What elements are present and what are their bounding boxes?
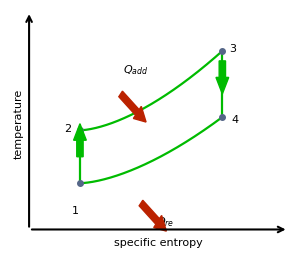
Text: 3: 3 — [229, 44, 236, 54]
FancyArrow shape — [139, 200, 167, 231]
Text: 1: 1 — [71, 206, 78, 216]
Text: specific entropy: specific entropy — [114, 238, 203, 248]
Text: $Q_{add}$: $Q_{add}$ — [123, 64, 148, 77]
Text: 4: 4 — [232, 115, 238, 125]
FancyArrow shape — [74, 124, 86, 157]
Text: 2: 2 — [64, 124, 71, 134]
FancyArrow shape — [216, 61, 229, 94]
Text: temperature: temperature — [14, 89, 24, 159]
Text: $Q_{re}$: $Q_{re}$ — [156, 216, 175, 230]
FancyArrow shape — [119, 91, 146, 122]
